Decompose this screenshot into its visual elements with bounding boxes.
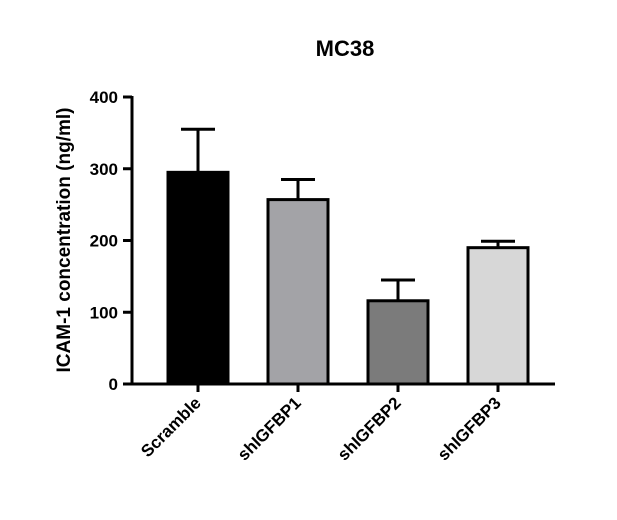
error-bars-group bbox=[181, 127, 515, 301]
x-axis: Scramble shIGFBP1 shIGFBP2 shIGFBP3 bbox=[132, 382, 555, 464]
chart-title: MC38 bbox=[316, 36, 375, 61]
bar-shigfbp2 bbox=[366, 299, 430, 386]
y-tick-label: 300 bbox=[90, 160, 118, 179]
bar-scramble bbox=[166, 170, 230, 386]
bar-shigfbp1 bbox=[266, 198, 330, 386]
x-tick-label: shIGFBP1 bbox=[234, 393, 305, 464]
x-tick-label: Scramble bbox=[137, 393, 205, 461]
y-tick-label: 200 bbox=[90, 232, 118, 251]
y-axis: 0 100 200 300 400 bbox=[90, 88, 134, 394]
y-tick-label: 400 bbox=[90, 88, 118, 107]
y-axis-label: ICAM-1 concentration (ng/ml) bbox=[54, 108, 75, 373]
x-tick-label: shIGFBP2 bbox=[334, 393, 405, 464]
bar-shigfbp3 bbox=[466, 246, 530, 386]
y-tick-label: 100 bbox=[90, 303, 118, 322]
x-tick-label: shIGFBP3 bbox=[434, 393, 505, 464]
bars-group bbox=[166, 170, 530, 386]
y-tick-label: 0 bbox=[109, 375, 118, 394]
